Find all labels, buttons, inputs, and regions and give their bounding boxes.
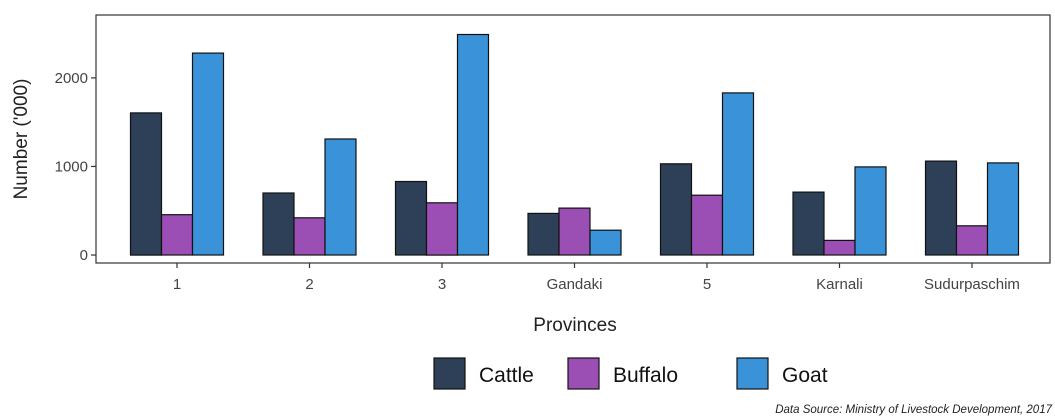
legend-key-goat (736, 357, 769, 390)
bar-goat-2 (324, 138, 357, 256)
bar-goat-sudurpaschim (986, 162, 1020, 256)
x-tick-label-3: 3 (438, 276, 446, 293)
bar-cattle-5 (659, 163, 693, 256)
legend: Cattle Buffalo Goat (433, 357, 828, 390)
bar-buffalo-karnali (823, 239, 856, 256)
x-axis-title: Provinces (533, 315, 616, 336)
legend-key-buffalo (567, 357, 600, 390)
legend-label-cattle: Cattle (479, 364, 534, 387)
x-tick-label-1: 1 (173, 276, 181, 293)
bar-cattle-1 (129, 112, 163, 256)
source-note: Data Source: Ministry of Livestock Devel… (775, 404, 1052, 416)
bar-goat-5 (721, 92, 755, 256)
bar-cattle-karnali (792, 191, 825, 256)
bar-cattle-2 (262, 192, 295, 256)
bars-layer (129, 33, 1020, 256)
y-axis: 0 1000 2000 (55, 70, 96, 264)
y-tick-label: 1000 (55, 158, 88, 175)
y-axis-title: Number ('000) (11, 79, 32, 200)
bar-goat-1 (191, 52, 225, 256)
bar-cattle-gandaki (527, 212, 560, 256)
bar-buffalo-gandaki (558, 207, 591, 256)
legend-key-cattle (433, 357, 466, 390)
x-axis: 1 2 3 Gandaki 5 Karnali Sudurpaschim (173, 263, 1020, 293)
bar-buffalo-3 (425, 202, 459, 256)
x-tick-label-sudurpaschim: Sudurpaschim (924, 276, 1020, 293)
x-tick-label-2: 2 (305, 276, 313, 293)
legend-label-buffalo: Buffalo (613, 364, 678, 387)
y-tick-label: 2000 (55, 70, 88, 87)
bar-buffalo-1 (160, 214, 194, 256)
x-tick-label-karnali: Karnali (816, 276, 863, 293)
x-tick-label-gandaki: Gandaki (547, 276, 603, 293)
bar-goat-3 (456, 33, 490, 256)
bar-goat-gandaki (589, 229, 622, 256)
bar-buffalo-2 (293, 217, 326, 256)
x-tick-label-5: 5 (703, 276, 711, 293)
bar-buffalo-5 (690, 194, 724, 256)
bar-cattle-sudurpaschim (924, 160, 958, 256)
legend-label-goat: Goat (782, 364, 828, 387)
y-tick-label: 0 (80, 247, 88, 264)
bar-goat-karnali (854, 166, 887, 256)
bar-cattle-3 (394, 180, 428, 256)
bar-buffalo-sudurpaschim (955, 225, 989, 256)
